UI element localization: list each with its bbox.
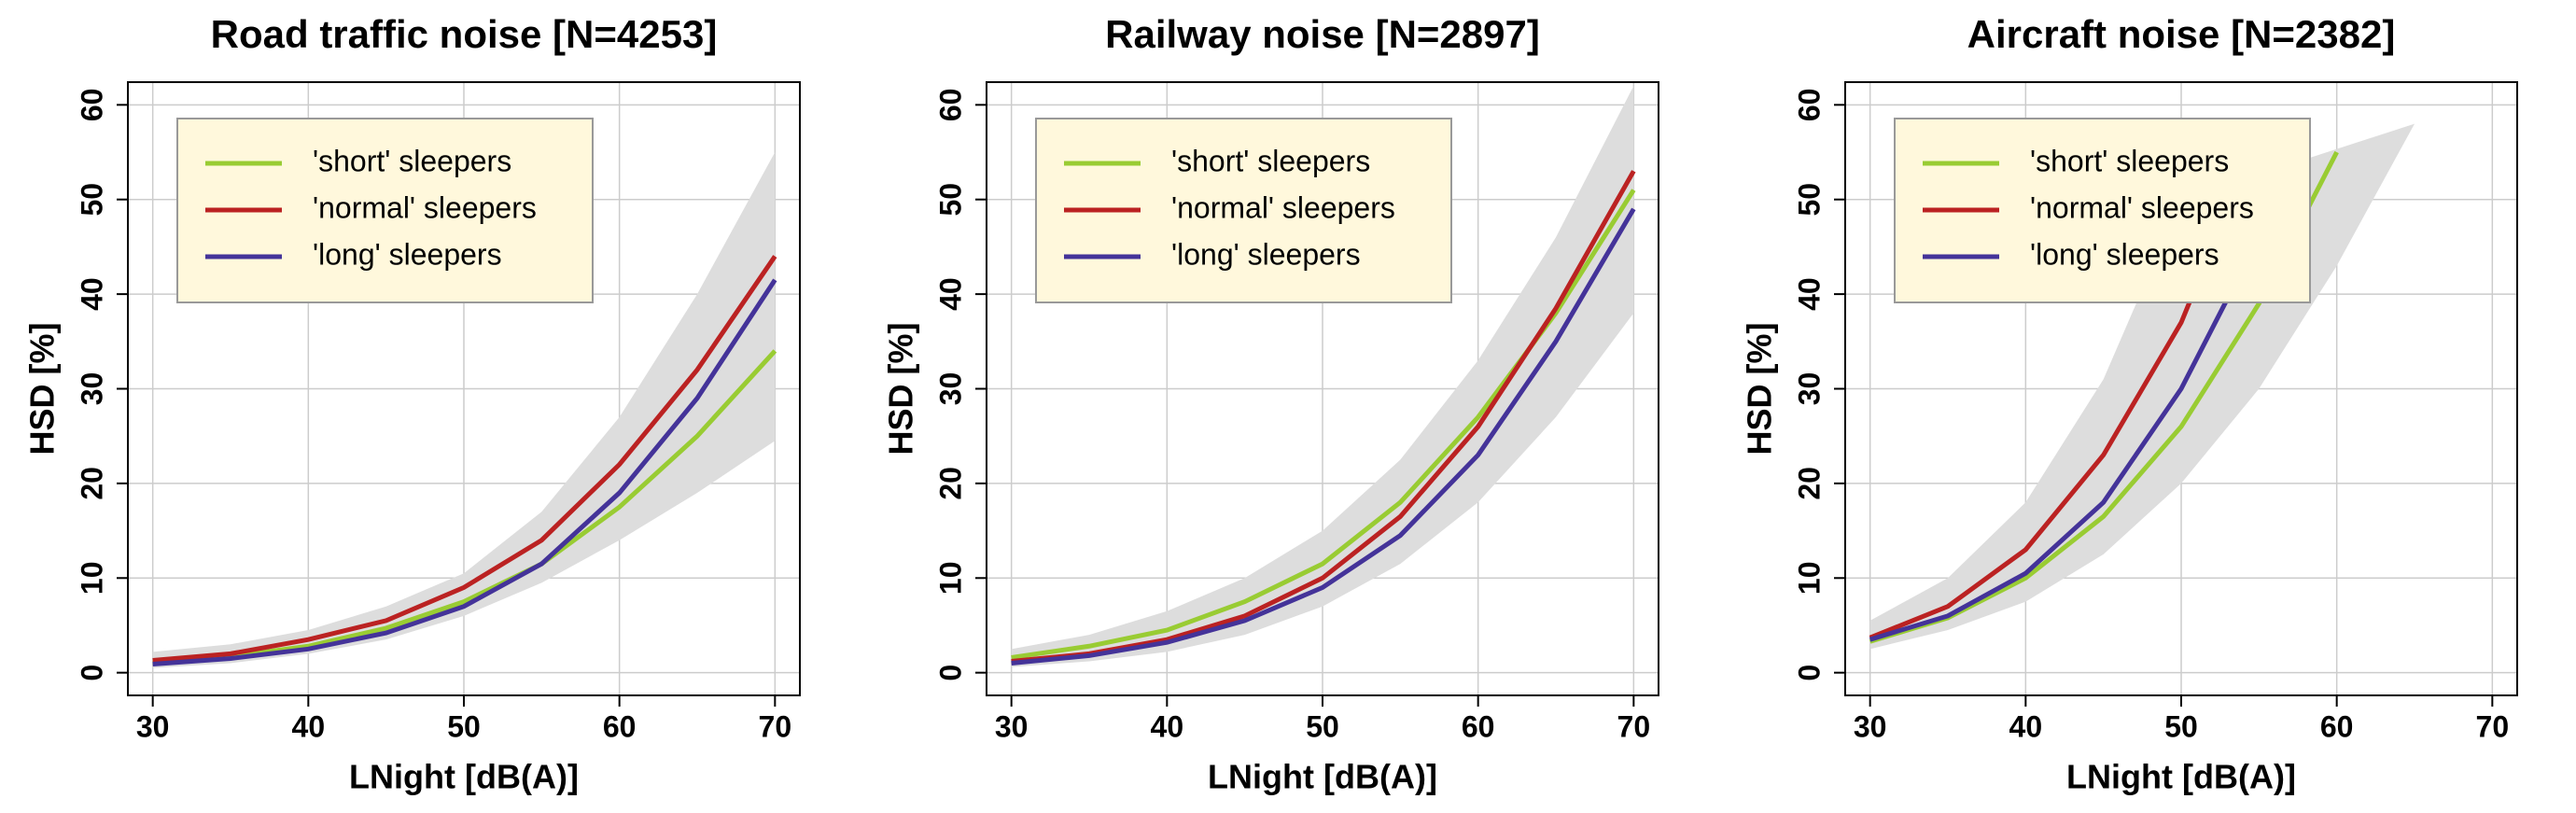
x-tick-label: 30: [1854, 709, 1887, 743]
legend-label: 'normal' sleepers: [1171, 190, 1395, 224]
series-line: [152, 278, 777, 667]
x-tick-label: 50: [1306, 709, 1339, 743]
y-tick-label: 10: [933, 561, 967, 595]
y-tick-label: 60: [933, 89, 967, 122]
y-tick-label: 30: [933, 372, 967, 406]
confidence-band: [152, 152, 776, 668]
x-axis-label: LNight [dB(A)]: [2066, 758, 2296, 796]
legend-label: 'normal' sleepers: [2030, 190, 2254, 224]
x-tick-label: 30: [136, 709, 170, 743]
y-tick-label: 60: [75, 89, 108, 122]
legend-label: 'short' sleepers: [313, 144, 511, 177]
x-tick-label: 50: [447, 709, 481, 743]
y-axis-label: HSD [%]: [23, 323, 62, 456]
chart-title: Aircraft noise [N=2382]: [1967, 12, 2396, 56]
y-tick-label: 0: [75, 665, 108, 681]
y-tick-label: 30: [75, 372, 108, 406]
y-tick-label: 40: [1792, 277, 1826, 311]
legend-label: 'long' sleepers: [313, 237, 502, 271]
x-axis-label: LNight [dB(A)]: [1208, 758, 1437, 796]
legend-label: 'short' sleepers: [2030, 144, 2229, 177]
chart-title: Road traffic noise [N=4253]: [211, 12, 718, 56]
x-tick-label: 40: [1151, 709, 1184, 743]
x-tick-label: 70: [759, 709, 792, 743]
y-tick-label: 10: [75, 561, 108, 595]
x-tick-label: 70: [1617, 709, 1651, 743]
y-axis-label: HSD [%]: [1741, 323, 1779, 456]
y-tick-label: 50: [75, 183, 108, 217]
y-tick-label: 0: [1792, 665, 1826, 681]
y-tick-label: 50: [933, 183, 967, 217]
legend-label: 'normal' sleepers: [313, 190, 537, 224]
y-tick-label: 40: [933, 277, 967, 311]
chart-title: Railway noise [N=2897]: [1105, 12, 1540, 56]
x-axis-label: LNight [dB(A)]: [349, 758, 579, 796]
x-tick-label: 40: [292, 709, 326, 743]
x-tick-label: 30: [995, 709, 1029, 743]
x-tick-label: 60: [2320, 709, 2354, 743]
y-axis-label: HSD [%]: [882, 323, 920, 456]
x-tick-label: 60: [603, 709, 637, 743]
legend-label: 'long' sleepers: [1171, 237, 1361, 271]
y-tick-label: 60: [1792, 89, 1826, 122]
legend-label: 'long' sleepers: [2030, 237, 2219, 271]
x-tick-label: 60: [1462, 709, 1495, 743]
y-tick-label: 20: [75, 467, 108, 500]
plot-area: [987, 82, 1659, 695]
y-tick-label: 20: [1792, 467, 1826, 500]
y-tick-label: 30: [1792, 372, 1826, 406]
x-tick-label: 40: [2009, 709, 2043, 743]
y-tick-label: 40: [75, 277, 108, 311]
y-tick-label: 20: [933, 467, 967, 500]
legend-label: 'short' sleepers: [1171, 144, 1370, 177]
y-tick-label: 50: [1792, 183, 1826, 217]
y-tick-label: 0: [933, 665, 967, 681]
series-line: [1869, 236, 2261, 642]
series-line: [152, 255, 777, 663]
y-tick-label: 10: [1792, 561, 1826, 595]
x-tick-label: 70: [2476, 709, 2510, 743]
series-line: [1011, 207, 1636, 666]
x-tick-label: 50: [2164, 709, 2198, 743]
